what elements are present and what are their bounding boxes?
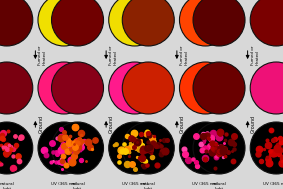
Text: natural
light: natural light bbox=[212, 182, 226, 189]
Circle shape bbox=[179, 62, 231, 114]
Text: Fumed or
Heated: Fumed or Heated bbox=[38, 45, 47, 65]
Text: natural
light: natural light bbox=[70, 182, 85, 189]
Circle shape bbox=[179, 0, 231, 46]
Text: Ground: Ground bbox=[251, 115, 256, 133]
Circle shape bbox=[38, 0, 90, 46]
Circle shape bbox=[0, 122, 33, 174]
Circle shape bbox=[38, 122, 90, 174]
Text: UV (365 nm): UV (365 nm) bbox=[192, 182, 218, 186]
Circle shape bbox=[0, 0, 33, 46]
Circle shape bbox=[193, 122, 245, 174]
Circle shape bbox=[109, 62, 161, 114]
Circle shape bbox=[250, 0, 283, 46]
Circle shape bbox=[122, 0, 174, 46]
Circle shape bbox=[109, 122, 161, 174]
Text: Fumed or
Heated: Fumed or Heated bbox=[109, 45, 118, 65]
Text: Fumed or
Heated: Fumed or Heated bbox=[180, 45, 188, 65]
Circle shape bbox=[179, 122, 231, 174]
Circle shape bbox=[52, 0, 104, 46]
Circle shape bbox=[52, 62, 104, 114]
Circle shape bbox=[52, 122, 104, 174]
Circle shape bbox=[109, 0, 161, 46]
Text: Fumed or
Heated: Fumed or Heated bbox=[251, 45, 259, 65]
Circle shape bbox=[193, 0, 245, 46]
Text: UV (365 nm): UV (365 nm) bbox=[122, 182, 148, 186]
Text: natural
light: natural light bbox=[0, 182, 14, 189]
Text: Ground: Ground bbox=[109, 115, 114, 133]
Circle shape bbox=[250, 122, 283, 174]
Circle shape bbox=[38, 62, 90, 114]
Circle shape bbox=[250, 62, 283, 114]
Text: natural
light: natural light bbox=[141, 182, 156, 189]
Circle shape bbox=[0, 62, 33, 114]
Text: Ground: Ground bbox=[38, 115, 43, 133]
Circle shape bbox=[122, 122, 174, 174]
Circle shape bbox=[122, 62, 174, 114]
Text: UV (365 nm): UV (365 nm) bbox=[51, 182, 77, 186]
Text: UV (365 nm): UV (365 nm) bbox=[263, 182, 283, 186]
Circle shape bbox=[193, 62, 245, 114]
Text: Ground: Ground bbox=[180, 115, 185, 133]
